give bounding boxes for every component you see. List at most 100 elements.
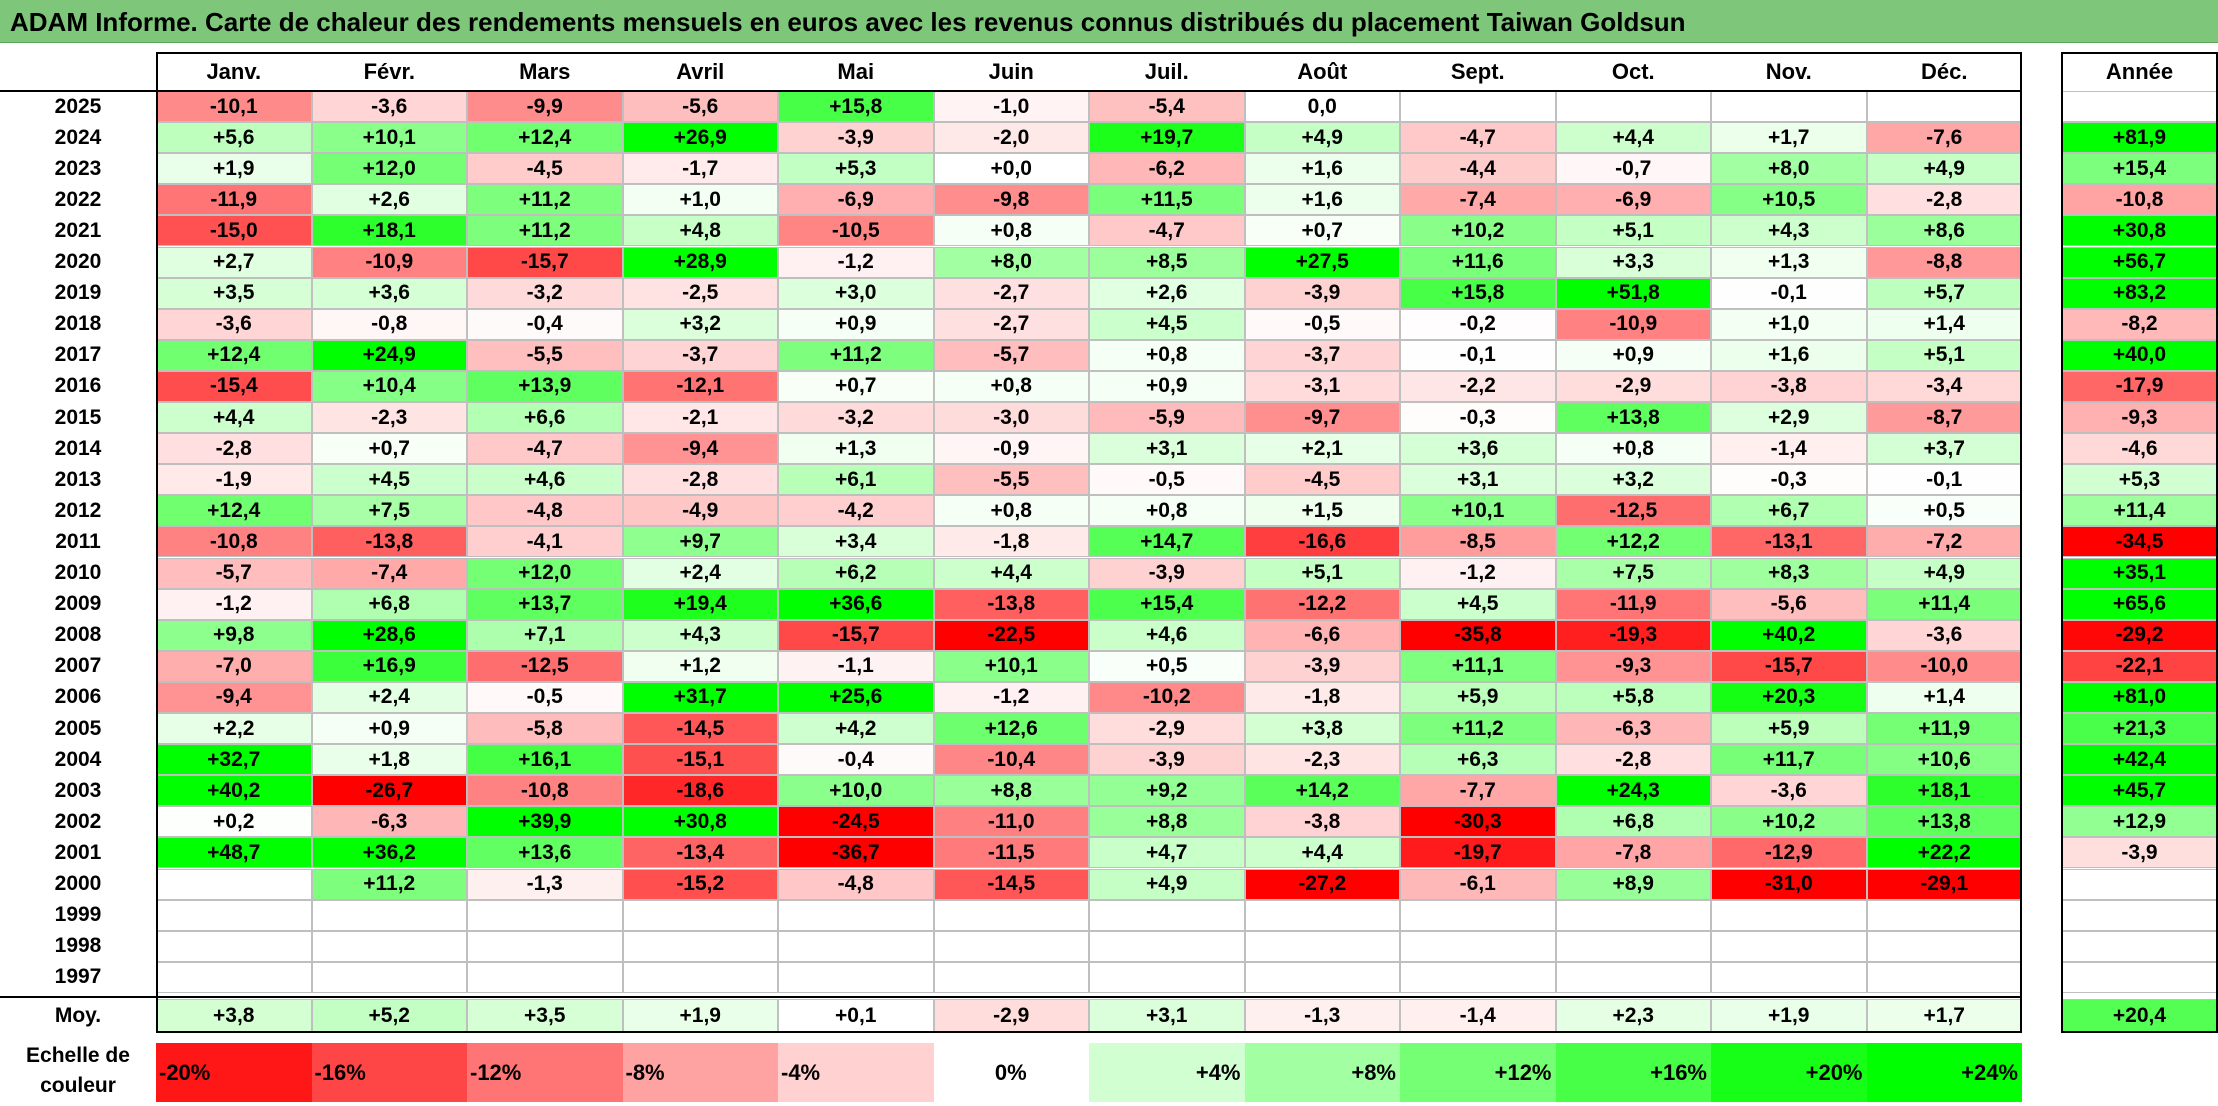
average-cell: +1,9 — [1711, 998, 1867, 1033]
heatmap-cell: -30,3 — [1400, 806, 1556, 838]
annual-cell: +30,8 — [2061, 215, 2218, 247]
heatmap-cell: -15,2 — [622, 868, 778, 900]
month-header: Déc. — [1921, 58, 1968, 84]
year-label: 2006 — [54, 685, 102, 709]
month-header: Août — [1297, 58, 1348, 84]
heatmap-cell: -18,6 — [622, 775, 778, 807]
heatmap-cell — [1244, 899, 1400, 931]
heatmap-cell: -11,5 — [933, 837, 1089, 869]
year-label: 2011 — [55, 529, 101, 553]
color-scale-step: -16% — [311, 1043, 467, 1102]
heatmap-cell — [1244, 961, 1400, 993]
heatmap-cell: -9,4 — [156, 681, 312, 713]
heatmap-cell: +6,7 — [1711, 495, 1867, 527]
heatmap-cell: -0,9 — [933, 433, 1089, 465]
heatmap-cell: -19,3 — [1555, 619, 1711, 651]
heatmap-cell: +1,0 — [1711, 308, 1867, 340]
color-scale-step: -20% — [156, 1043, 312, 1102]
heatmap-cell: -2,9 — [1555, 370, 1711, 402]
annual-cell: -8,2 — [2061, 308, 2218, 340]
heatmap-cell: -3,9 — [778, 122, 934, 154]
heatmap-cell: +6,8 — [311, 588, 467, 620]
heatmap-cell: +13,6 — [467, 837, 623, 869]
heatmap-cell: +16,1 — [467, 744, 623, 776]
average-cell: +3,1 — [1089, 998, 1245, 1033]
heatmap-cell: +12,4 — [467, 122, 623, 154]
heatmap-cell: +10,1 — [1400, 495, 1556, 527]
heatmap-cell: +11,6 — [1400, 246, 1556, 278]
heatmap-cell: -4,2 — [778, 495, 934, 527]
heatmap-cell: -14,5 — [622, 713, 778, 745]
average-cell: -2,9 — [933, 998, 1089, 1033]
month-header: Sept. — [1450, 58, 1505, 84]
annual-cell — [2061, 961, 2218, 993]
heatmap-cell: -10,9 — [1555, 308, 1711, 340]
heatmap-cell: -15,7 — [778, 619, 934, 651]
heatmap-cell: -5,5 — [467, 339, 623, 371]
heatmap-cell: +0,9 — [311, 713, 467, 745]
heatmap-cell: +1,3 — [778, 433, 934, 465]
heatmap-cell: -1,1 — [778, 650, 934, 682]
annual-cell: +12,9 — [2061, 806, 2218, 838]
heatmap-cell: -12,2 — [1244, 588, 1400, 620]
heatmap-cell: +27,5 — [1244, 246, 1400, 278]
heatmap-cell — [622, 961, 778, 993]
heatmap-cell: +40,2 — [156, 775, 312, 807]
heatmap-cell: +16,9 — [311, 650, 467, 682]
annual-cell: -34,5 — [2061, 526, 2218, 558]
heatmap-cell: +6,8 — [1555, 806, 1711, 838]
heatmap-cell: -15,1 — [622, 744, 778, 776]
heatmap-cell — [1089, 930, 1245, 962]
heatmap-cell: -15,7 — [1711, 650, 1867, 682]
heatmap-cell: +12,6 — [933, 713, 1089, 745]
heatmap-cell: -2,7 — [933, 277, 1089, 309]
heatmap-cell: +11,2 — [1400, 713, 1556, 745]
heatmap-cell: -3,9 — [1244, 277, 1400, 309]
heatmap-cell: -5,6 — [1711, 588, 1867, 620]
heatmap-cell: +3,4 — [778, 526, 934, 558]
heatmap-cell: +8,5 — [1089, 246, 1245, 278]
heatmap-cell: -4,9 — [622, 495, 778, 527]
heatmap-cell: -26,7 — [311, 775, 467, 807]
heatmap-cell: +8,3 — [1711, 557, 1867, 589]
heatmap-cell: +28,6 — [311, 619, 467, 651]
heatmap-cell: +2,6 — [311, 184, 467, 216]
header-rule — [0, 995, 2022, 998]
heatmap-cell: +4,8 — [622, 215, 778, 247]
heatmap-cell: +8,0 — [1711, 153, 1867, 185]
color-scale-step: +24% — [1866, 1043, 2022, 1102]
heatmap-cell: -4,7 — [467, 433, 623, 465]
heatmap-cell: -4,5 — [467, 153, 623, 185]
title-bar: ADAM Informe. Carte de chaleur des rende… — [0, 0, 2218, 43]
heatmap-cell — [467, 899, 623, 931]
heatmap-cell: +1,8 — [311, 744, 467, 776]
heatmap-cell — [311, 899, 467, 931]
heatmap-cell: -8,8 — [1866, 246, 2022, 278]
heatmap-cell: +5,9 — [1711, 713, 1867, 745]
heatmap-cell: +6,6 — [467, 402, 623, 434]
heatmap-cell: -36,7 — [778, 837, 934, 869]
month-header: Avril — [676, 58, 725, 84]
heatmap-cell: -3,2 — [778, 402, 934, 434]
heatmap-cell: +11,4 — [1866, 588, 2022, 620]
heatmap-cell — [1711, 899, 1867, 931]
heatmap-cell: -1,0 — [933, 91, 1089, 123]
heatmap-cell: +1,6 — [1711, 339, 1867, 371]
heatmap-cell: +24,9 — [311, 339, 467, 371]
month-header: Juil. — [1144, 58, 1189, 84]
heatmap-cell: +3,1 — [1400, 464, 1556, 496]
color-scale-step: 0% — [933, 1043, 1089, 1102]
heatmap-cell: +0,0 — [933, 153, 1089, 185]
year-label: 2022 — [54, 187, 102, 211]
year-label: 2025 — [54, 94, 102, 118]
heatmap-cell — [1711, 961, 1867, 993]
year-label: 2013 — [54, 467, 102, 491]
annual-cell: +21,3 — [2061, 713, 2218, 745]
heatmap-cell: -6,9 — [1555, 184, 1711, 216]
heatmap-cell: +0,7 — [1244, 215, 1400, 247]
heatmap-cell: +4,9 — [1866, 557, 2022, 589]
heatmap-cell: -15,4 — [156, 370, 312, 402]
heatmap-cell: -4,1 — [467, 526, 623, 558]
average-label: Moy. — [54, 1003, 102, 1027]
heatmap-cell — [1555, 91, 1711, 123]
